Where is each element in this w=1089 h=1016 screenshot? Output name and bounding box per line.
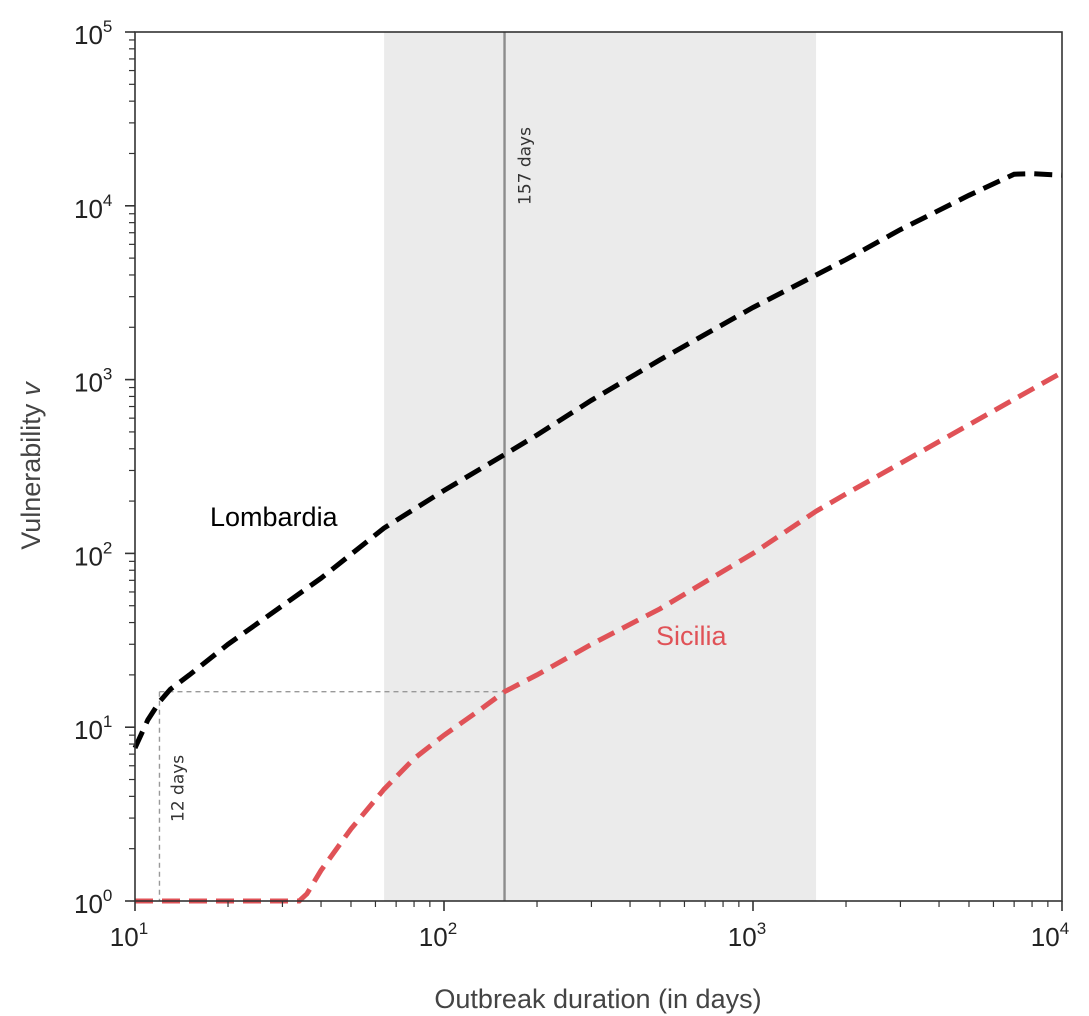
y-axis-title-symbol: v [16, 381, 46, 396]
x-tick-base: 10 [1031, 922, 1060, 952]
y-tick-exponent: 2 [103, 538, 112, 557]
annotations-layer: Lombardia Sicilia 157 days 12 days [168, 127, 727, 822]
series-label-lombardia: Lombardia [210, 502, 339, 532]
y-tick-label: 103 [74, 365, 112, 398]
x-tick-label: 104 [1031, 919, 1069, 952]
series-layer [132, 171, 1064, 904]
x-tick-label: 101 [110, 919, 148, 952]
x-axis-title: Outbreak duration (in days) [434, 984, 761, 1014]
y-tick-base: 10 [74, 541, 103, 571]
y-tick-base: 10 [74, 368, 103, 398]
x-tick-exponent: 4 [1060, 919, 1069, 938]
x-tick-exponent: 1 [139, 919, 148, 938]
x-tick-label: 103 [728, 919, 766, 952]
y-axis-title: Vulnerability v [16, 381, 46, 550]
reference-lines-layer [158, 691, 505, 901]
x-tick-label: 102 [419, 919, 457, 952]
y-tick-base: 10 [74, 715, 103, 745]
x-tick-base: 10 [728, 922, 757, 952]
y-tick-exponent: 4 [103, 191, 112, 210]
y-tick-label: 105 [74, 17, 112, 50]
x-tick-exponent: 3 [757, 919, 766, 938]
series-line-lombardia [132, 171, 1063, 749]
y-tick-base: 10 [74, 889, 103, 919]
y-tick-base: 10 [74, 194, 103, 224]
y-tick-base: 10 [74, 20, 103, 50]
y-axis-title-text: Vulnerability [16, 403, 46, 550]
reference-line-label: 12 days [168, 755, 188, 822]
y-tick-exponent: 1 [103, 712, 112, 731]
shaded-region [384, 32, 817, 901]
y-tick-exponent: 5 [103, 17, 112, 36]
y-tick-exponent: 3 [103, 365, 112, 384]
plot-frame [134, 31, 1063, 902]
x-tick-base: 10 [110, 922, 139, 952]
series-line-sicilia [135, 370, 1064, 904]
series-label-sicilia: Sicilia [656, 621, 728, 651]
vertical-line-label: 157 days [516, 127, 536, 205]
y-tick-label: 102 [74, 538, 112, 571]
y-tick-label: 100 [74, 886, 112, 919]
x-tick-exponent: 2 [448, 919, 457, 938]
y-tick-label: 101 [74, 712, 112, 745]
shaded-region-layer [384, 32, 817, 901]
y-tick-exponent: 0 [103, 886, 112, 905]
x-tick-base: 10 [419, 922, 448, 952]
axes-layer [125, 31, 1063, 911]
y-tick-label: 104 [74, 191, 112, 224]
